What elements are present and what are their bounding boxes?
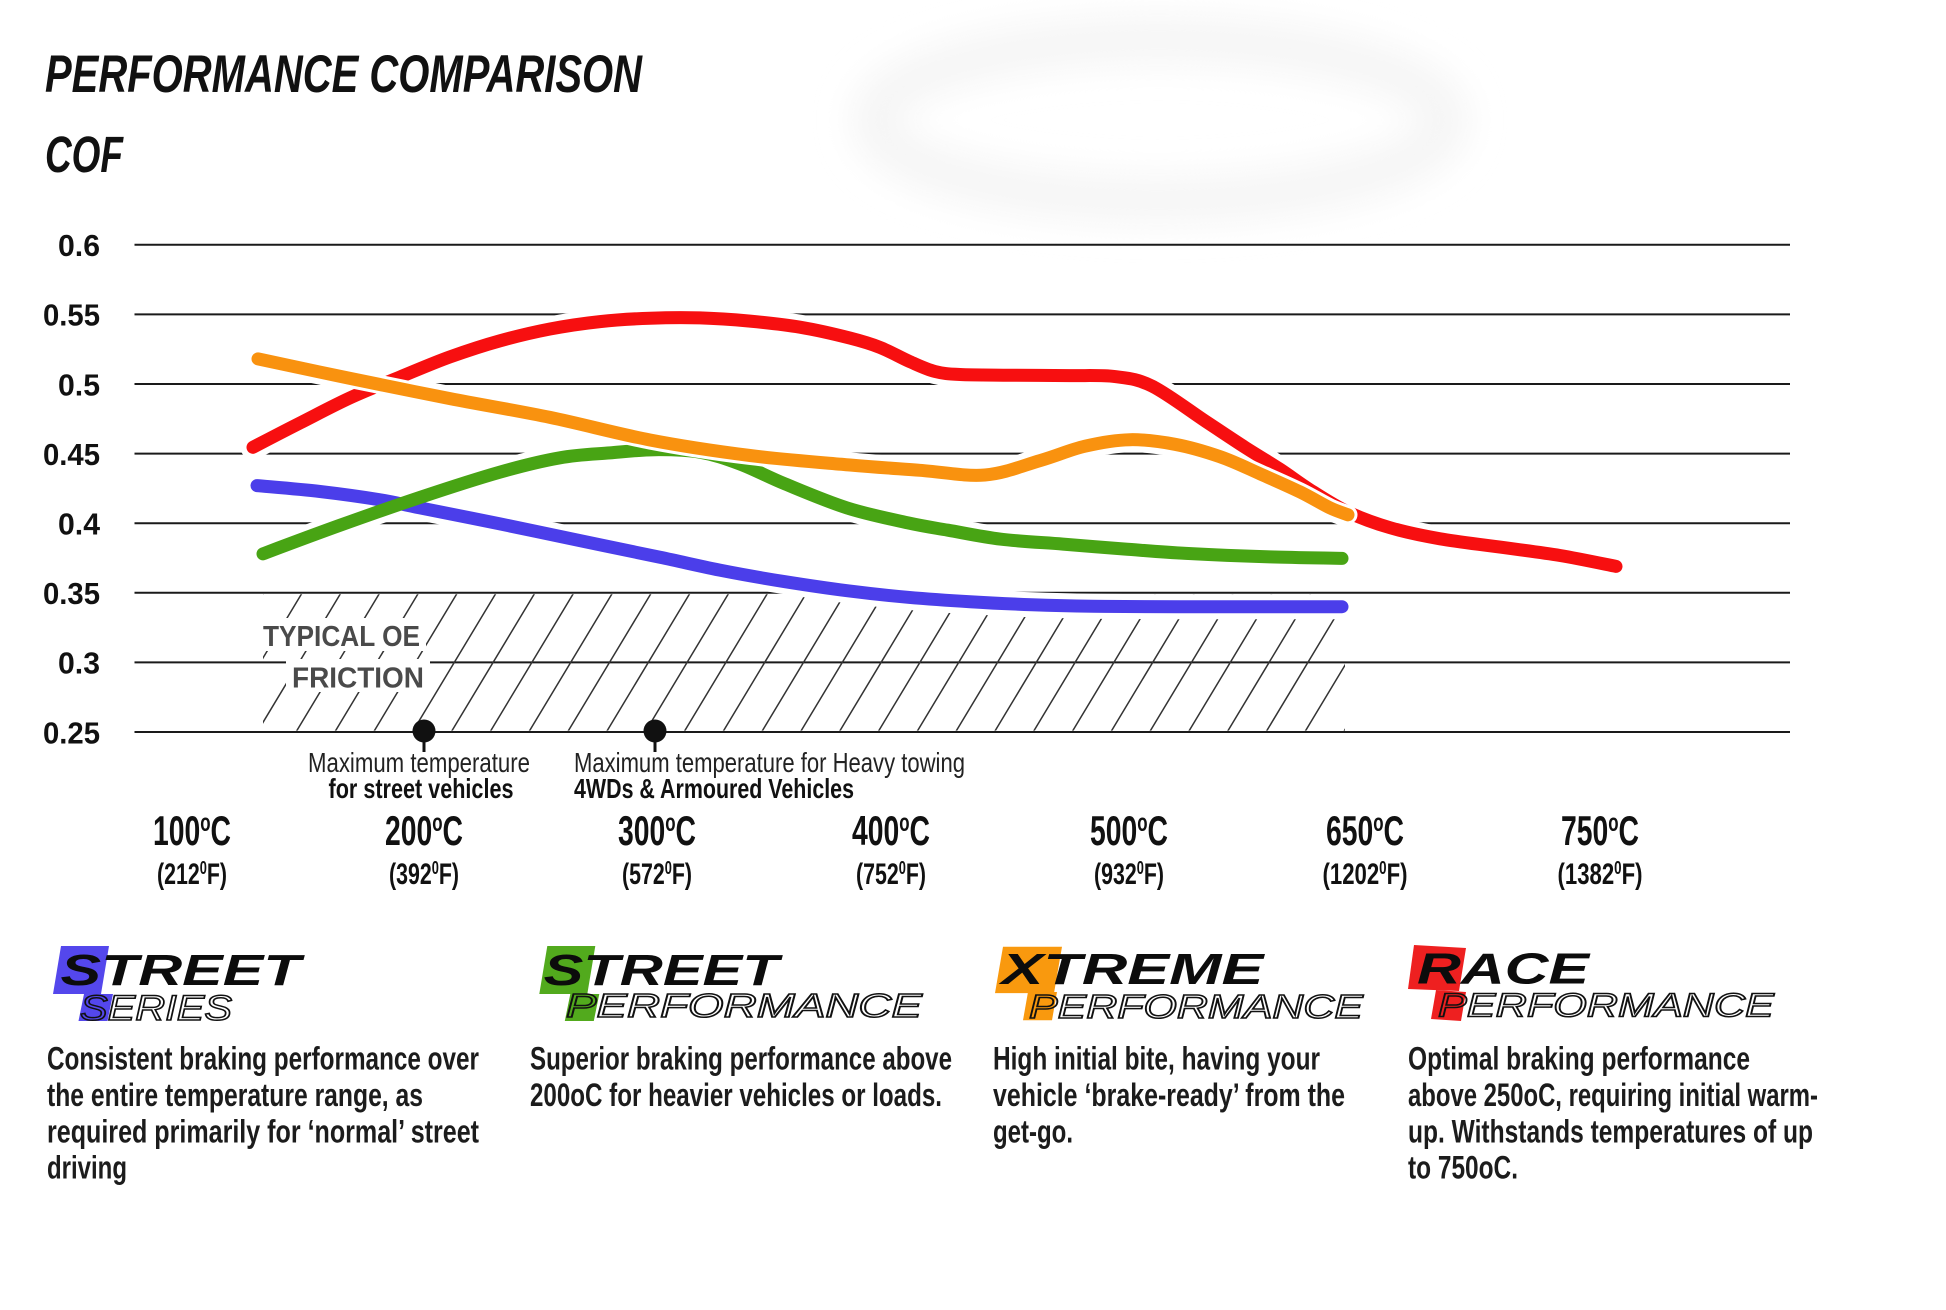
svg-text:200oC for heavier vehicles or: 200oC for heavier vehicles or loads. bbox=[530, 1077, 942, 1113]
svg-text:0.4: 0.4 bbox=[58, 507, 101, 542]
svg-text:400oC: 400oC bbox=[852, 807, 930, 854]
svg-text:required primarily for ‘normal: required primarily for ‘normal’ street bbox=[47, 1113, 479, 1149]
svg-text:0.45: 0.45 bbox=[43, 437, 100, 472]
svg-text:0.35: 0.35 bbox=[43, 576, 100, 611]
svg-text:up. Withstands temperatures of: up. Withstands temperatures of up bbox=[1408, 1113, 1813, 1149]
svg-text:(3920F): (3920F) bbox=[389, 858, 459, 891]
svg-text:500oC: 500oC bbox=[1090, 807, 1168, 854]
svg-text:above 250oC, requiring initial: above 250oC, requiring initial warm- bbox=[1408, 1077, 1818, 1113]
svg-text:to 750oC.: to 750oC. bbox=[1408, 1150, 1518, 1186]
svg-text:PERFORMANCE: PERFORMANCE bbox=[1438, 986, 1775, 1023]
svg-text:750oC: 750oC bbox=[1561, 807, 1639, 854]
svg-text:for street vehicles: for street vehicles bbox=[329, 773, 514, 804]
svg-text:100oC: 100oC bbox=[153, 807, 231, 854]
svg-text:the entire temperature range,: the entire temperature range, as bbox=[47, 1077, 423, 1113]
svg-text:get-go.: get-go. bbox=[993, 1113, 1073, 1149]
svg-text:COF: COF bbox=[45, 126, 124, 183]
svg-text:RACE: RACE bbox=[1417, 945, 1591, 994]
svg-text:0.3: 0.3 bbox=[58, 646, 100, 681]
svg-text:4WDs & Armoured Vehicles: 4WDs & Armoured Vehicles bbox=[574, 773, 854, 804]
svg-text:0.55: 0.55 bbox=[43, 298, 100, 333]
svg-text:STREET: STREET bbox=[61, 946, 305, 995]
svg-text:PERFORMANCE: PERFORMANCE bbox=[1029, 988, 1364, 1025]
svg-text:(7520F): (7520F) bbox=[856, 858, 926, 891]
svg-text:STREET: STREET bbox=[544, 946, 783, 995]
svg-text:vehicle ‘brake-ready’ from the: vehicle ‘brake-ready’ from the bbox=[993, 1077, 1345, 1113]
svg-text:200oC: 200oC bbox=[385, 807, 463, 854]
svg-text:0.6: 0.6 bbox=[58, 228, 100, 263]
svg-text:PERFORMANCE: PERFORMANCE bbox=[566, 987, 923, 1024]
svg-text:Maximum temperature for Heavy: Maximum temperature for Heavy towing bbox=[574, 747, 965, 778]
svg-text:0.25: 0.25 bbox=[43, 715, 100, 750]
svg-text:High initial bite, having your: High initial bite, having your bbox=[993, 1041, 1320, 1077]
svg-text:(2120F): (2120F) bbox=[157, 858, 227, 891]
svg-text:XTREME: XTREME bbox=[997, 945, 1266, 994]
svg-text:Consistent braking performance: Consistent braking performance over bbox=[47, 1041, 479, 1077]
svg-text:(12020F): (12020F) bbox=[1323, 858, 1408, 891]
svg-text:driving: driving bbox=[47, 1150, 127, 1186]
svg-text:Superior braking performance a: Superior braking performance above bbox=[530, 1041, 952, 1077]
svg-text:(13820F): (13820F) bbox=[1558, 858, 1643, 891]
svg-text:Optimal braking performance: Optimal braking performance bbox=[1408, 1041, 1750, 1077]
svg-text:650oC: 650oC bbox=[1326, 807, 1404, 854]
svg-text:FRICTION: FRICTION bbox=[292, 663, 424, 695]
svg-text:300oC: 300oC bbox=[618, 807, 696, 854]
svg-text:0.5: 0.5 bbox=[58, 367, 100, 402]
svg-text:SERIES: SERIES bbox=[80, 989, 232, 1028]
svg-text:PERFORMANCE COMPARISON: PERFORMANCE COMPARISON bbox=[45, 45, 643, 104]
svg-text:(9320F): (9320F) bbox=[1094, 858, 1164, 891]
svg-text:(5720F): (5720F) bbox=[622, 858, 692, 891]
svg-text:TYPICAL OE: TYPICAL OE bbox=[263, 621, 420, 653]
svg-text:Maximum temperature: Maximum temperature bbox=[308, 747, 530, 778]
